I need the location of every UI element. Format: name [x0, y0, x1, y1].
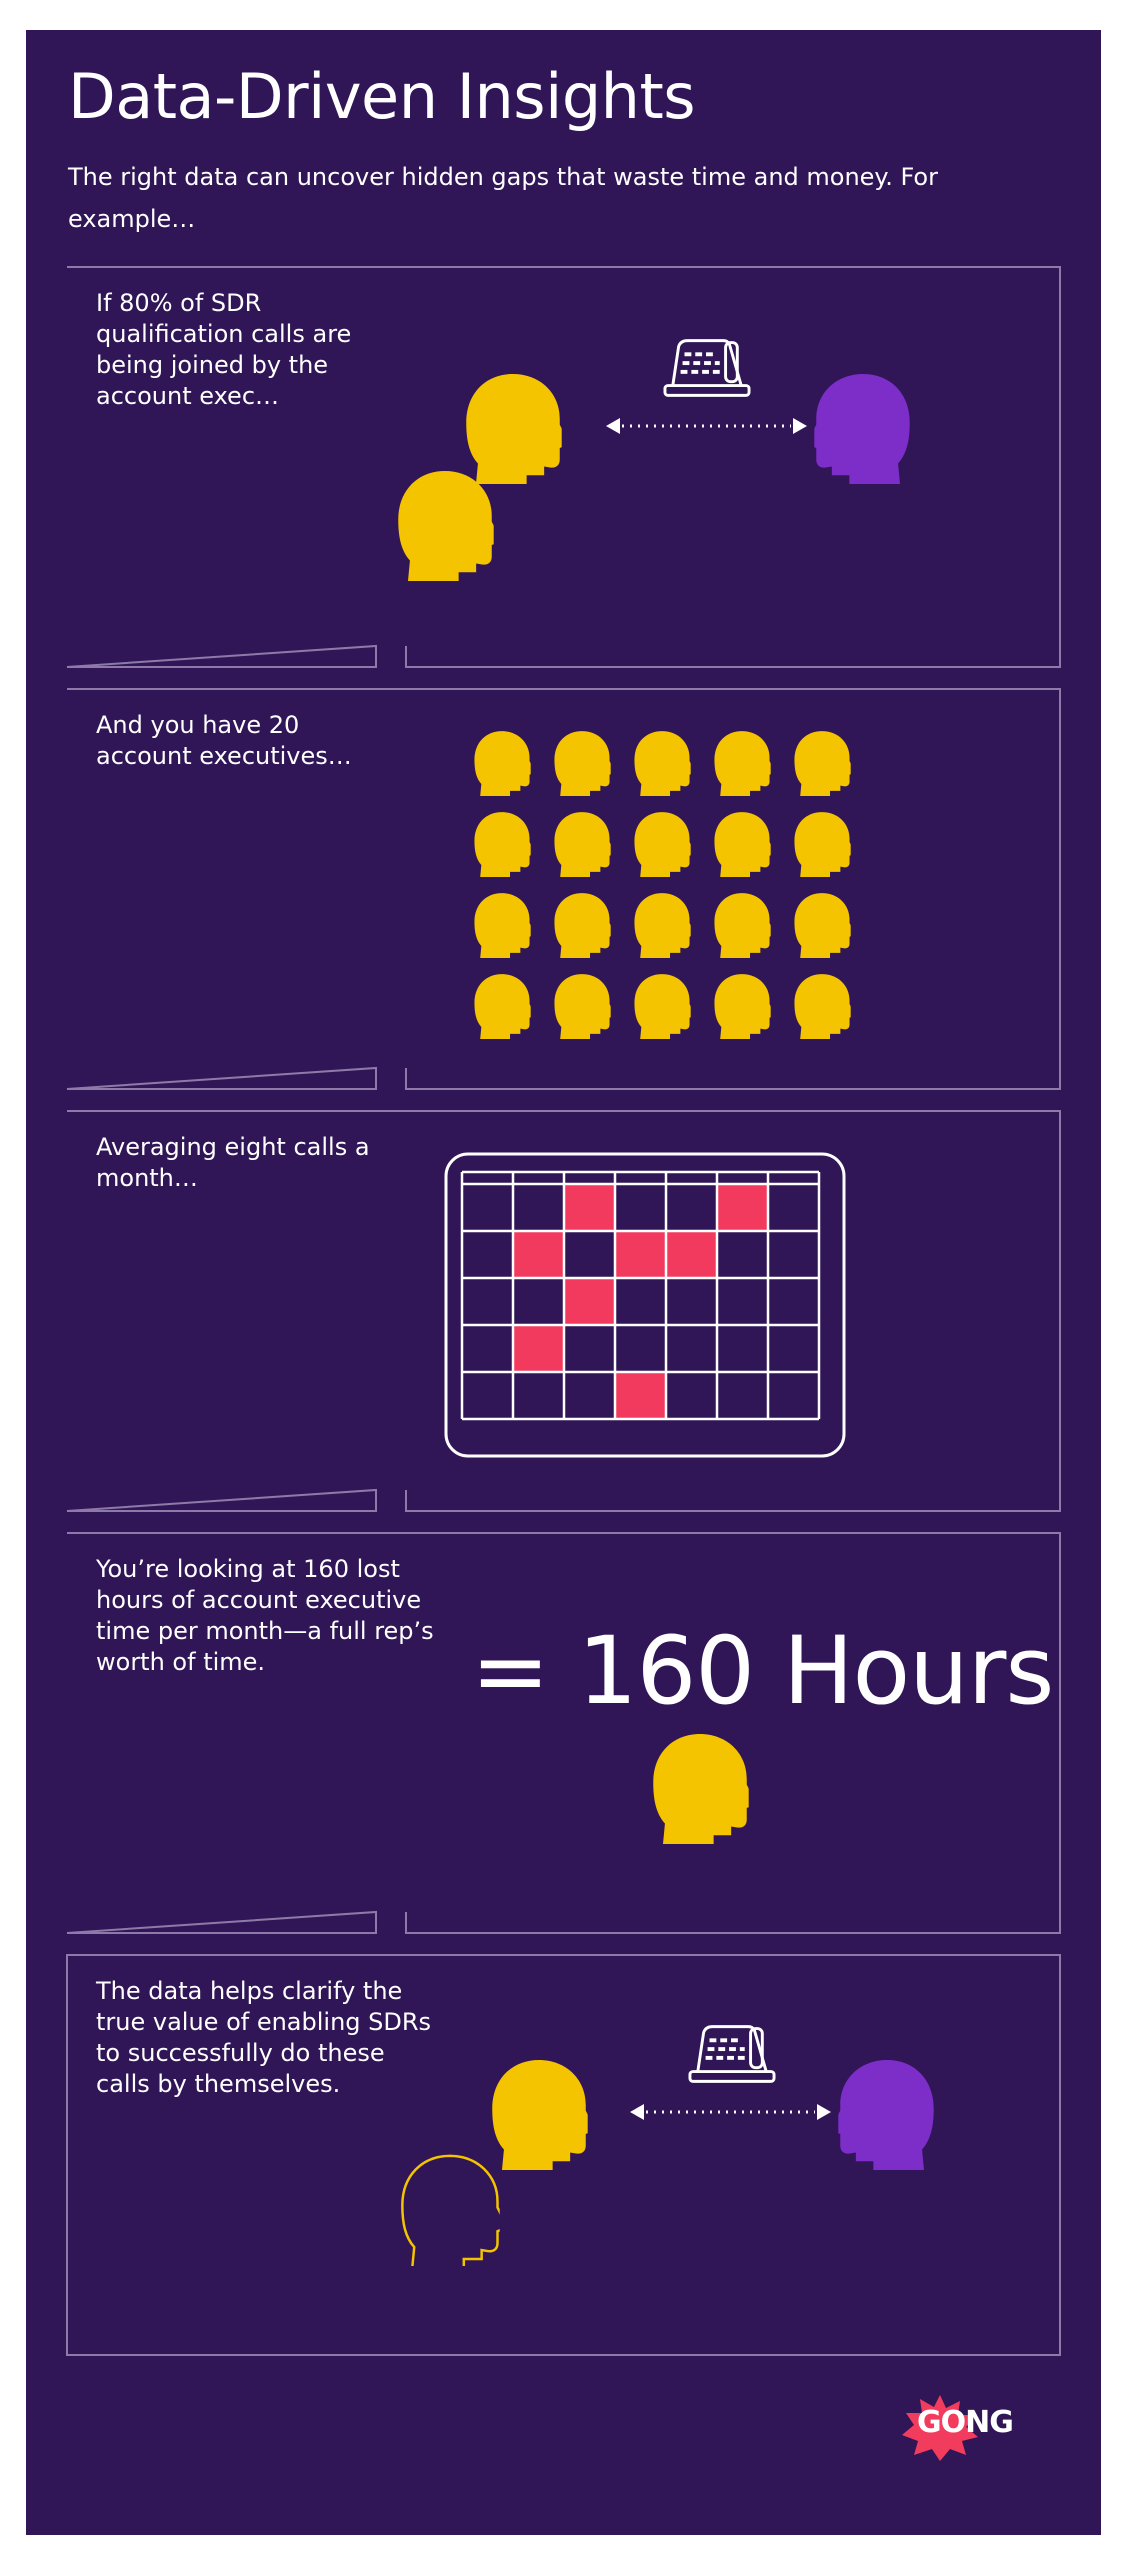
account-exec-head-icon	[641, 1732, 759, 1844]
panel-caption: Averaging eight calls a month…	[96, 1133, 370, 1192]
panel-caption: You’re looking at 160 lost hours of acco…	[96, 1555, 434, 1676]
account-exec-outline-head-icon	[389, 2152, 507, 2266]
panel-account-executives: And you have 20 account executives…	[66, 688, 1061, 1090]
panel-caption: The data helps clarify the true value of…	[96, 1977, 432, 2098]
panel-enable-sdrs: The data helps clarify the true value of…	[66, 1954, 1061, 2356]
panel-sdr-calls: If 80% of SDR qualification calls are be…	[66, 266, 1061, 668]
double-arrow-icon	[630, 2104, 831, 2120]
account-exec-head-icon	[790, 730, 854, 796]
calendar-marked-day	[564, 1278, 615, 1325]
calendar-marked-day	[513, 1325, 564, 1372]
account-exec-head-icon	[710, 892, 774, 958]
account-exec-head-icon	[550, 973, 614, 1039]
phone-icon	[688, 2022, 776, 2084]
account-exec-head-icon	[710, 811, 774, 877]
calendar-marked-day	[615, 1231, 666, 1278]
account-exec-head-icon	[386, 469, 504, 581]
account-exec-head-icon	[630, 892, 694, 958]
page-title: Data-Driven Insights	[68, 60, 696, 133]
account-exec-head-icon	[790, 973, 854, 1039]
panel-frame	[66, 1110, 1061, 1512]
account-exec-head-icon	[470, 892, 534, 958]
account-exec-head-icon	[790, 811, 854, 877]
calendar-marked-day	[564, 1184, 615, 1231]
calendar-marked-day	[717, 1184, 768, 1231]
phone-icon	[663, 336, 751, 398]
account-exec-head-icon	[470, 811, 534, 877]
panel-frame	[66, 266, 1061, 668]
account-exec-head-icon	[790, 892, 854, 958]
panel-caption: And you have 20 account executives…	[96, 711, 352, 770]
panel-frame	[66, 688, 1061, 1090]
account-exec-head-icon	[710, 730, 774, 796]
account-exec-head-icon	[454, 372, 572, 484]
account-exec-head-icon	[630, 973, 694, 1039]
panel-frame	[66, 1954, 1061, 2356]
page-subtitle: The right data can uncover hidden gaps t…	[68, 163, 938, 233]
gong-logo-burst-icon	[902, 2395, 978, 2461]
account-exec-head-icon	[710, 973, 774, 1039]
gong-logo: GONG	[917, 2405, 1014, 2440]
calendar-marked-day	[666, 1231, 717, 1278]
calendar-marked-day	[513, 1231, 564, 1278]
panel-caption: If 80% of SDR qualification calls are be…	[96, 289, 352, 410]
account-exec-head-icon	[630, 730, 694, 796]
account-exec-head-icon	[630, 811, 694, 877]
lost-hours-total: = 160 Hours	[471, 1617, 1054, 1726]
account-exec-head-icon	[470, 730, 534, 796]
double-arrow-icon	[606, 418, 807, 434]
infographic-poster: Data-Driven Insights The right data can …	[26, 30, 1101, 2535]
account-exec-head-icon	[550, 892, 614, 958]
account-exec-head-icon	[470, 973, 534, 1039]
panel-lost-hours: You’re looking at 160 lost hours of acco…	[66, 1532, 1061, 1934]
account-exec-head-icon	[550, 811, 614, 877]
calendar-marked-day	[615, 1372, 666, 1419]
account-exec-head-icon	[550, 730, 614, 796]
calendar-icon	[444, 1152, 846, 1458]
panel-frame	[66, 1532, 1061, 1934]
panel-calls-per-month: Averaging eight calls a month…	[66, 1110, 1061, 1512]
sdr-head-icon	[828, 2058, 946, 2170]
sdr-head-icon	[804, 372, 922, 484]
